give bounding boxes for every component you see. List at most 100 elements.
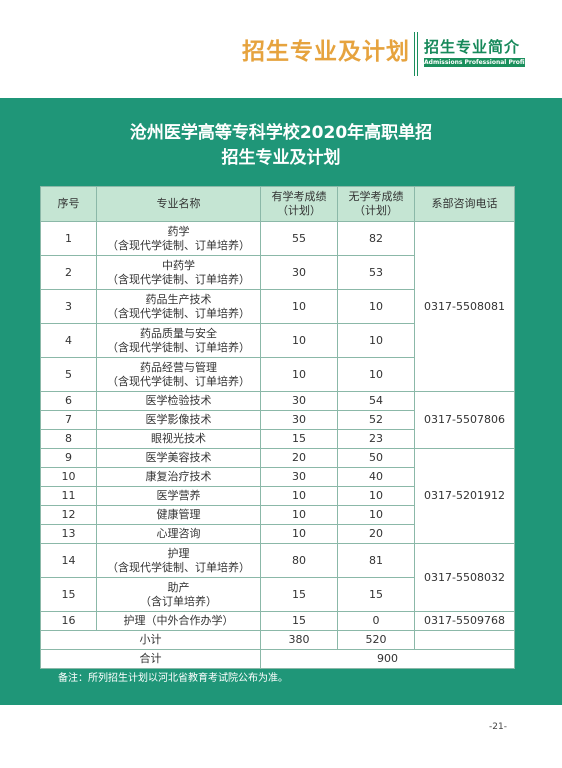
cell-without-score: 0 [337,611,415,631]
cell-major: 药品生产技术 （含现代学徒制、订单培养） [96,289,261,324]
cell-major: 药学 （含现代学徒制、订单培养） [96,221,261,256]
table-row: 9 医学美容技术 20 50 0317-5201912 [40,448,515,544]
cell-with-score: 10 [260,323,338,358]
cell-with-score: 80 [260,543,338,578]
cell-major: 医学美容技术 [96,448,261,468]
cell-major: 护理（中外合作办学） [96,611,261,631]
cell-no: 9 [40,448,97,468]
cell-with-score: 10 [260,505,338,525]
cell-with-score: 30 [260,410,338,430]
cell-no: 8 [40,429,97,449]
total-value: 900 [260,649,515,669]
cell-with-score: 10 [260,357,338,392]
table-row: 11 医学营养 10 10 [40,486,515,506]
cell-with-score: 15 [260,577,338,612]
cell-without-score: 52 [337,410,415,430]
table-header-row: 序号 专业名称 有学考成绩 （计划） 无学考成绩 （计划） 系部咨询电话 [40,186,515,222]
cell-no: 7 [40,410,97,430]
cell-without-score: 40 [337,467,415,487]
cell-major: 药品经营与管理 （含现代学徒制、订单培养） [96,357,261,392]
cell-phone: 0317-5507806 [414,391,515,449]
cell-with-score: 30 [260,391,338,411]
cell-without-score: 10 [337,486,415,506]
cell-no: 3 [40,289,97,324]
major-note: （含现代学徒制、订单培养） [107,560,250,574]
header-with-score: 有学考成绩 （计划） [260,186,338,222]
header-with-score-label: 有学考成绩 [271,190,327,203]
subtotal-with-score: 380 [260,630,338,650]
major-name: 药学 [167,224,190,238]
cell-with-score: 30 [260,255,338,290]
subtotal-label: 小计 [40,630,261,650]
cell-major: 助产 （含订单培养） [96,577,261,612]
cell-without-score: 82 [337,221,415,256]
cell-without-score: 20 [337,524,415,544]
cell-major: 医学检验技术 [96,391,261,411]
major-note: （含现代学徒制、订单培养） [107,238,250,252]
cell-with-score: 10 [260,524,338,544]
cell-phone: 0317-5508081 [414,221,515,392]
cell-without-score: 10 [337,323,415,358]
header-with-score-sub: （计划） [277,204,321,217]
major-note: （含现代学徒制、订单培养） [107,374,250,388]
header-divider [414,32,418,76]
table-row: 15 助产 （含订单培养） 15 15 [40,577,515,612]
major-name: 中药学 [162,258,195,272]
cell-without-score: 10 [337,505,415,525]
table-row: 2 中药学 （含现代学徒制、订单培养） 30 53 [40,255,515,290]
cell-major: 眼视光技术 [96,429,261,449]
table-row: 8 眼视光技术 15 23 [40,429,515,449]
cell-major: 药品质量与安全 （含现代学徒制、订单培养） [96,323,261,358]
cell-without-score: 54 [337,391,415,411]
cell-major: 医学营养 [96,486,261,506]
cell-with-score: 20 [260,448,338,468]
header-major-name: 专业名称 [96,186,261,222]
page-number: -21- [489,722,507,732]
cell-with-score: 10 [260,289,338,324]
major-name: 药品生产技术 [145,292,212,306]
subtotal-empty-cell [414,630,515,650]
table-row: 3 药品生产技术 （含现代学徒制、订单培养） 10 10 [40,289,515,324]
document-title-line2: 招生专业及计划 [221,148,341,168]
cell-without-score: 23 [337,429,415,449]
cell-no: 5 [40,357,97,392]
subtotal-row: 小计 380 520 [40,630,515,650]
table-row: 13 心理咨询 10 20 [40,524,515,544]
cell-without-score: 15 [337,577,415,612]
cell-no: 16 [40,611,97,631]
header-without-score: 无学考成绩 （计划） [337,186,415,222]
cell-no: 10 [40,467,97,487]
table-row: 1 药学 （含现代学徒制、订单培养） 55 82 0317-5508081 [40,221,515,392]
cell-phone: 0317-5201912 [414,448,515,544]
cell-without-score: 50 [337,448,415,468]
cell-no: 2 [40,255,97,290]
subtotal-without-score: 520 [337,630,415,650]
section-subtitle-bar: Admissions Professional Profile [424,58,525,67]
cell-major: 医学影像技术 [96,410,261,430]
cell-with-score: 10 [260,486,338,506]
cell-with-score: 15 [260,429,338,449]
cell-without-score: 53 [337,255,415,290]
cell-no: 6 [40,391,97,411]
enrollment-plan-table: 序号 专业名称 有学考成绩 （计划） 无学考成绩 （计划） 系部咨询电话 1 药… [40,186,515,669]
table-row: 6 医学检验技术 30 54 0317-5507806 [40,391,515,449]
cell-with-score: 55 [260,221,338,256]
major-note: （含现代学徒制、订单培养） [107,272,250,286]
table-row: 14 护理 （含现代学徒制、订单培养） 80 81 0317-5508032 [40,543,515,612]
cell-major: 心理咨询 [96,524,261,544]
total-label: 合计 [40,649,261,669]
major-name: 药品质量与安全 [140,326,217,340]
cell-no: 13 [40,524,97,544]
cell-without-score: 10 [337,357,415,392]
table-row: 4 药品质量与安全 （含现代学徒制、订单培养） 10 10 [40,323,515,358]
table-row: 10 康复治疗技术 30 40 [40,467,515,487]
table-row: 16 护理（中外合作办学） 15 0 0317-5509768 [40,611,515,631]
cell-no: 1 [40,221,97,256]
cell-with-score: 30 [260,467,338,487]
major-note: （含现代学徒制、订单培养） [107,340,250,354]
cell-major: 健康管理 [96,505,261,525]
major-name: 护理 [167,546,190,560]
cell-major: 康复治疗技术 [96,467,261,487]
cell-no: 4 [40,323,97,358]
